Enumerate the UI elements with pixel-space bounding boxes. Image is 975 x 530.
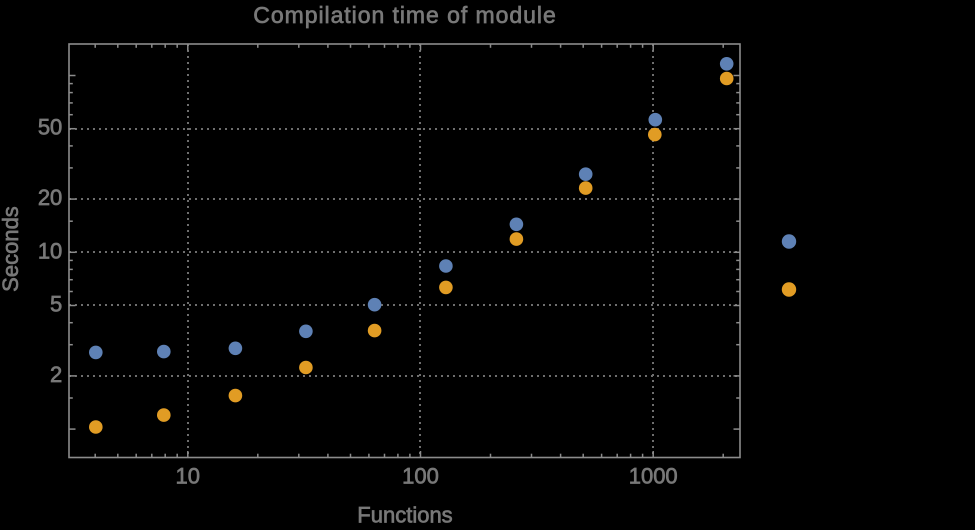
svg-text:100: 100 [402,464,439,489]
svg-text:2: 2 [50,362,62,387]
svg-text:1000: 1000 [629,464,678,489]
svg-text:5: 5 [50,292,62,317]
svg-text:Seconds: Seconds [0,206,23,292]
svg-text:Functions: Functions [357,503,452,526]
svg-text:10: 10 [176,464,200,489]
svg-text:50: 50 [38,115,62,140]
svg-text:10: 10 [38,238,62,263]
svg-text:20: 20 [38,185,62,210]
svg-text:Compilation time of module: Compilation time of module [253,2,556,28]
